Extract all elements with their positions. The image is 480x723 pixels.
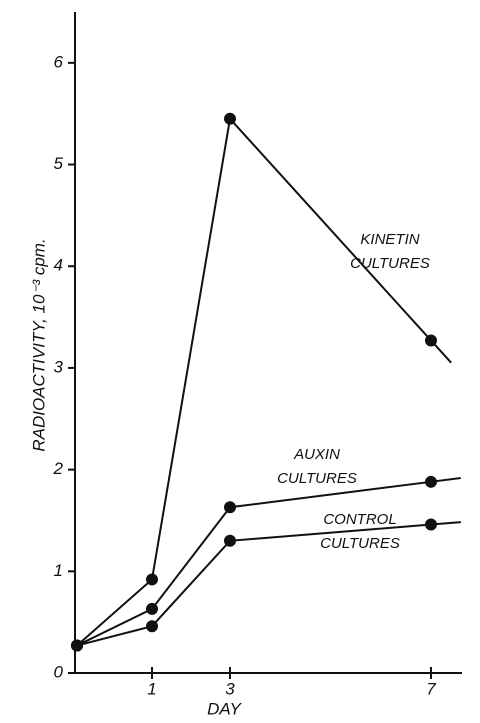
series-label: AUXIN CULTURES — [277, 446, 357, 487]
series-line — [76, 116, 432, 647]
series-line — [76, 523, 432, 647]
y-tick-label: 0 — [54, 662, 64, 681]
y-axis-label: RADIOACTIVITY, 10⁻³ cpm. — [29, 238, 48, 451]
y-tick-label: 3 — [54, 357, 64, 376]
data-point — [425, 518, 437, 531]
y-tick-label: 1 — [54, 561, 63, 580]
series-line — [76, 480, 432, 647]
data-point — [224, 501, 236, 514]
x-tick-label: 3 — [225, 679, 235, 698]
y-tick-label: 4 — [54, 256, 63, 275]
y-tick-label: 2 — [53, 459, 64, 478]
data-point — [224, 534, 236, 547]
data-point — [224, 112, 236, 125]
data-point — [146, 602, 158, 615]
x-tick-label: 7 — [426, 679, 436, 698]
data-point — [146, 620, 158, 633]
x-tick-label: 1 — [147, 679, 156, 698]
series-label: CONTROL CULTURES — [320, 511, 400, 552]
x-axis-label: DAY — [207, 699, 242, 718]
y-tick-label: 5 — [54, 154, 64, 173]
y-tick-label: 6 — [54, 52, 64, 71]
data-point — [425, 334, 437, 347]
data-point — [71, 639, 83, 652]
series-label: KINETIN CULTURES — [350, 231, 430, 272]
data-point — [146, 573, 158, 586]
data-point — [425, 475, 437, 488]
